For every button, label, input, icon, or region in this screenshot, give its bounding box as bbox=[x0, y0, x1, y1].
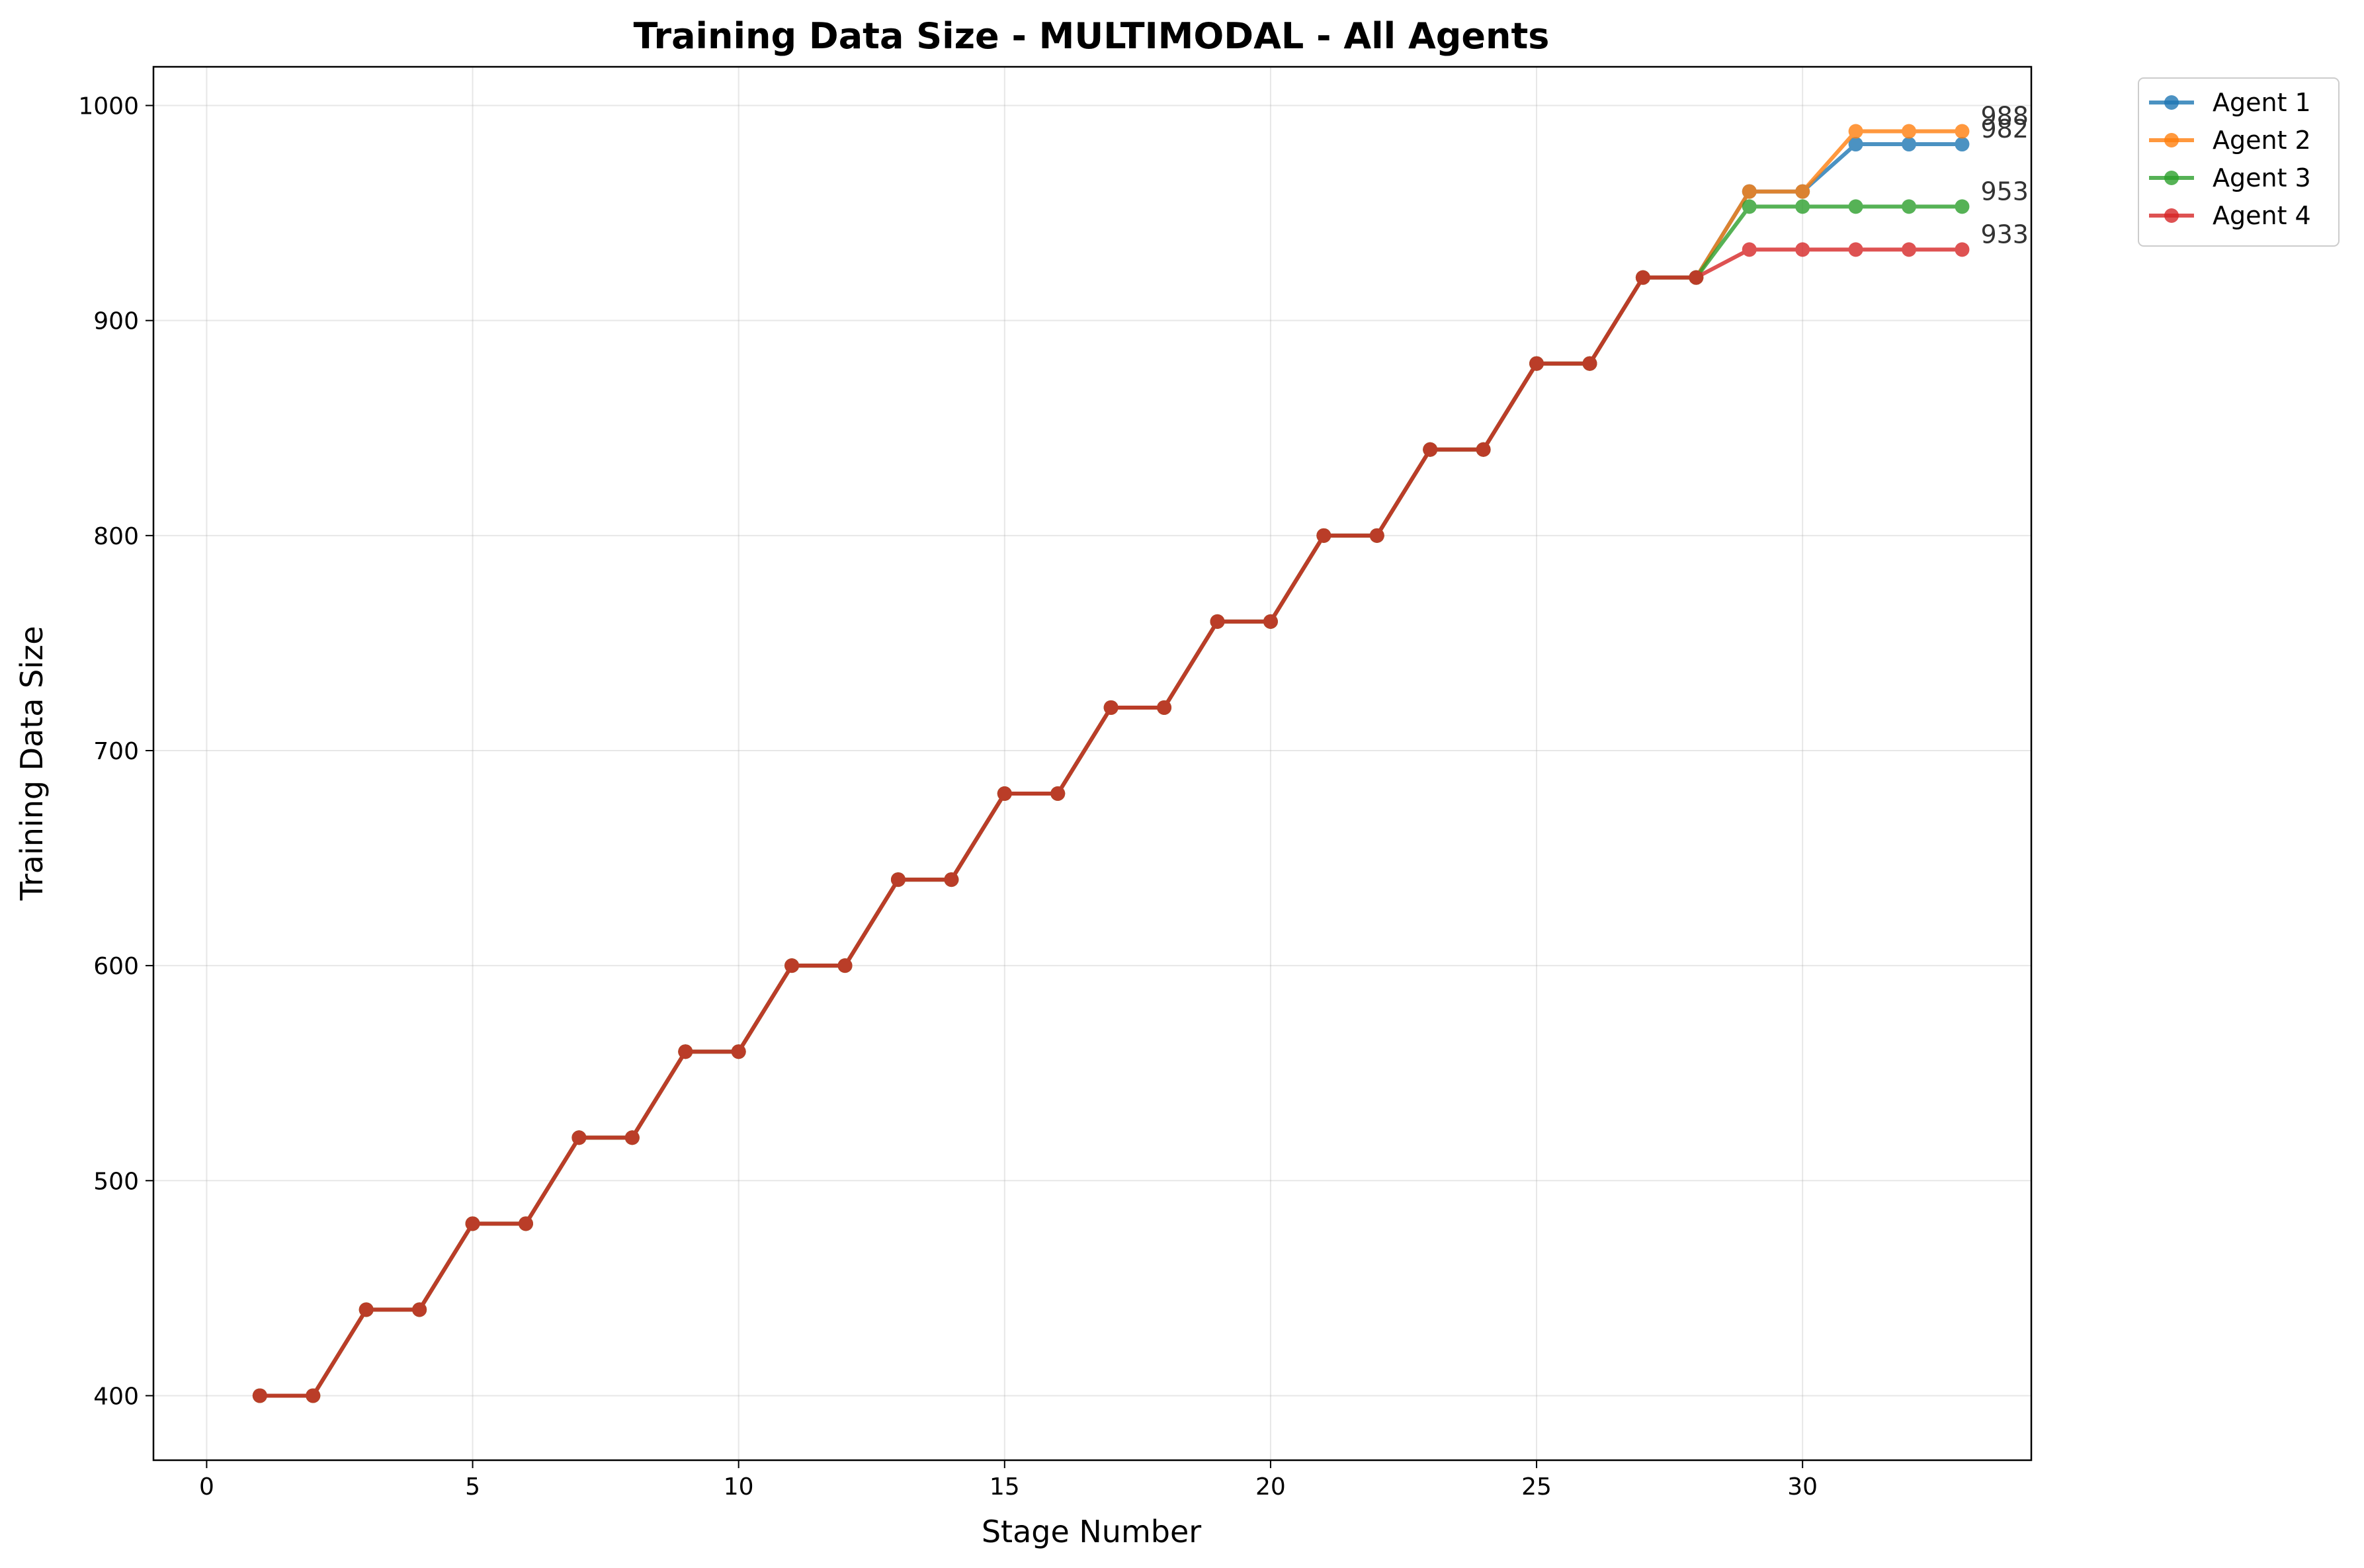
series-line bbox=[259, 247, 1963, 1398]
data-point bbox=[1955, 124, 1970, 139]
y-tick-label: 400 bbox=[93, 1383, 139, 1410]
legend-marker bbox=[2164, 208, 2179, 223]
data-point bbox=[1742, 199, 1757, 214]
legend-marker bbox=[2164, 171, 2179, 185]
data-point bbox=[997, 786, 1012, 802]
end-value-label: 982 bbox=[1980, 114, 2029, 144]
data-point bbox=[1742, 242, 1757, 257]
data-point bbox=[1476, 442, 1491, 457]
data-point bbox=[1050, 786, 1066, 802]
data-point bbox=[731, 1044, 746, 1059]
data-point bbox=[1795, 199, 1810, 214]
y-tick-label: 800 bbox=[93, 523, 139, 550]
data-point bbox=[1795, 242, 1810, 257]
data-point bbox=[837, 958, 853, 973]
legend-marker bbox=[2164, 95, 2179, 110]
data-point bbox=[1635, 270, 1650, 285]
series-layer bbox=[252, 124, 1970, 1403]
end-value-label: 988 bbox=[1980, 102, 2029, 131]
y-tick-label: 900 bbox=[93, 308, 139, 335]
data-point bbox=[1316, 528, 1331, 543]
data-point bbox=[1157, 700, 1172, 715]
legend-label: Agent 3 bbox=[2213, 163, 2311, 192]
data-point bbox=[1902, 242, 1917, 257]
series-agent-2 bbox=[252, 124, 1970, 1403]
data-point bbox=[1902, 137, 1917, 152]
plot-frame bbox=[152, 65, 2033, 1462]
data-point bbox=[1848, 199, 1863, 214]
data-point bbox=[1902, 199, 1917, 214]
y-axis-label: Training Data Size bbox=[14, 626, 50, 901]
data-point bbox=[1369, 528, 1384, 543]
x-tick-label: 15 bbox=[990, 1473, 1020, 1501]
x-tick-label: 25 bbox=[1521, 1473, 1552, 1501]
data-point bbox=[252, 1388, 267, 1403]
series-line bbox=[259, 204, 1963, 1398]
series-agent-1 bbox=[252, 137, 1970, 1403]
x-tick-label: 5 bbox=[465, 1473, 480, 1501]
legend-label: Agent 4 bbox=[2213, 201, 2311, 230]
axis-ticks: 0 5 10 15 20 25 30 400 500 600 700 800 900 1000 bbox=[78, 93, 1818, 1501]
data-point bbox=[518, 1216, 533, 1231]
data-point bbox=[359, 1302, 374, 1317]
data-point bbox=[1582, 356, 1597, 371]
x-tick-label: 20 bbox=[1255, 1473, 1286, 1501]
legend-marker bbox=[2164, 133, 2179, 147]
data-point bbox=[1848, 242, 1863, 257]
data-point bbox=[1689, 270, 1704, 285]
data-point bbox=[1955, 199, 1970, 214]
data-point bbox=[465, 1216, 480, 1231]
data-point bbox=[306, 1388, 321, 1403]
end-value-label: 933 bbox=[1980, 220, 2029, 249]
data-point bbox=[1955, 242, 1970, 257]
end-value-label: 953 bbox=[1980, 177, 2029, 206]
data-point bbox=[1848, 137, 1863, 152]
x-tick-label: 0 bbox=[199, 1473, 214, 1501]
data-point bbox=[1210, 614, 1225, 629]
data-point bbox=[1955, 137, 1970, 152]
x-tick-label: 10 bbox=[724, 1473, 754, 1501]
data-point bbox=[1263, 614, 1278, 629]
data-point bbox=[1423, 442, 1438, 457]
y-tick-label: 600 bbox=[93, 953, 139, 980]
chart-title: Training Data Size - MULTIMODAL - All Ag… bbox=[634, 15, 1550, 57]
data-point bbox=[1529, 356, 1544, 371]
data-point bbox=[571, 1130, 587, 1145]
data-point bbox=[678, 1044, 693, 1059]
y-tick-label: 700 bbox=[93, 738, 139, 765]
data-point bbox=[1103, 700, 1119, 715]
y-tick-label: 500 bbox=[93, 1168, 139, 1195]
x-tick-label: 30 bbox=[1787, 1473, 1818, 1501]
y-tick-label: 1000 bbox=[78, 93, 139, 120]
data-point bbox=[890, 872, 906, 887]
data-point bbox=[1848, 124, 1863, 139]
data-point bbox=[1742, 184, 1757, 199]
legend-label: Agent 2 bbox=[2213, 126, 2311, 155]
data-point bbox=[784, 958, 800, 973]
data-point bbox=[1795, 184, 1810, 199]
legend: Agent 1 Agent 2 Agent 3 Agent 4 bbox=[2138, 77, 2340, 247]
data-point bbox=[1902, 124, 1917, 139]
data-point bbox=[412, 1302, 427, 1317]
series-line bbox=[259, 142, 1963, 1398]
x-axis-label: Stage Number bbox=[982, 1514, 1201, 1549]
grid bbox=[153, 67, 2031, 1460]
data-point bbox=[944, 872, 959, 887]
legend-box bbox=[2138, 77, 2340, 247]
legend-label: Agent 1 bbox=[2213, 88, 2311, 117]
data-point bbox=[624, 1130, 640, 1145]
series-agent-4 bbox=[252, 242, 1970, 1403]
